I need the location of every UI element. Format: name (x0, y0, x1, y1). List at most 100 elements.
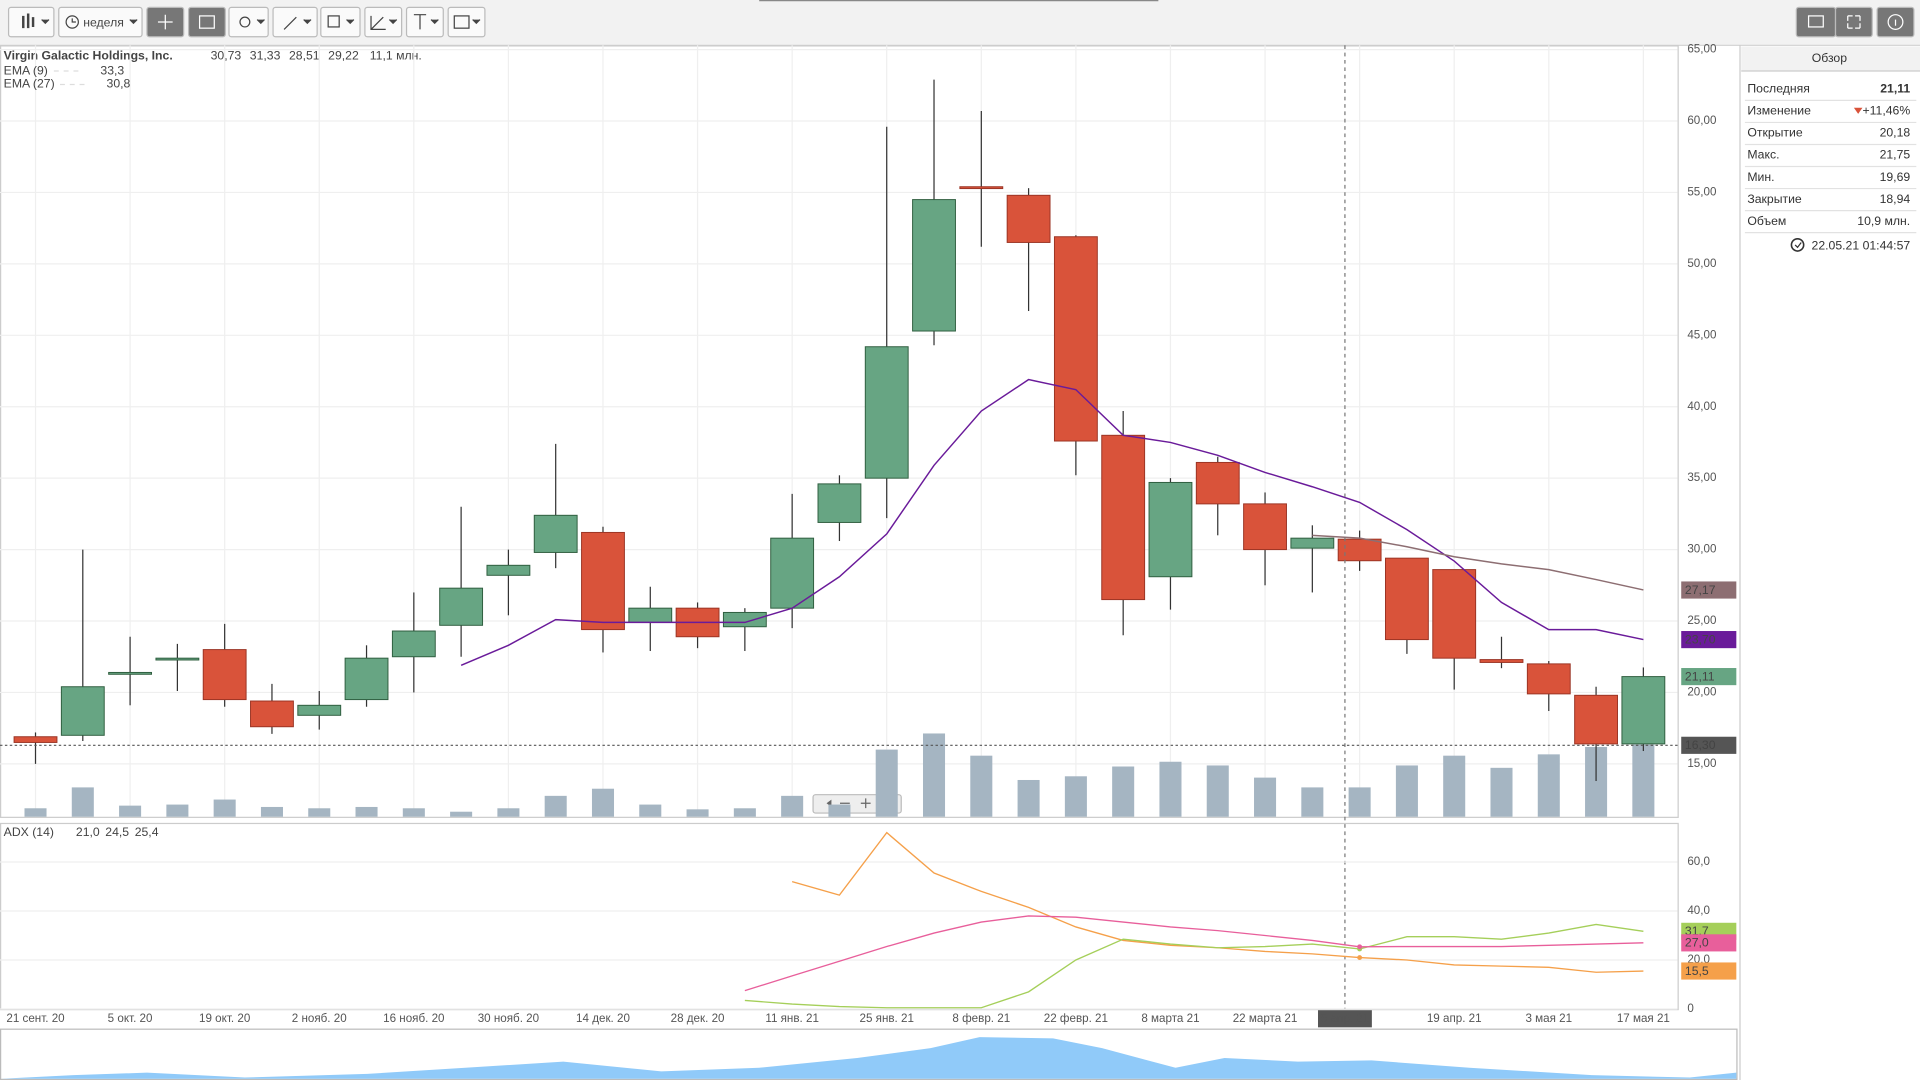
candle-body (770, 537, 815, 609)
period-button[interactable] (58, 6, 143, 38)
y-tick-label: 30,00 (1687, 543, 1717, 556)
main-panel (0, 45, 1679, 818)
y-tick-label: 45,00 (1687, 328, 1717, 341)
volume-bar (71, 787, 94, 817)
x-tick-label: 8 марта 21 (1141, 1012, 1199, 1025)
candle-body (297, 704, 342, 716)
overview-timestamp: 22.05.21 01:44:57 (1812, 238, 1911, 252)
legend-low: 28,51 (289, 49, 320, 63)
overview-label: Закрытие (1747, 192, 1802, 206)
volume-bar (1254, 777, 1277, 817)
candle-body (864, 346, 909, 479)
volume-bar (24, 808, 47, 817)
text-button[interactable] (405, 6, 444, 38)
fullscreen-button[interactable] (1834, 6, 1873, 38)
adx-legend-value: 24,5 (105, 825, 129, 839)
overview-value: 21,11 (1880, 82, 1910, 96)
candle-body (1337, 538, 1382, 562)
volume-bar (213, 799, 236, 817)
volume-bar (1112, 766, 1135, 817)
legend-high: 31,33 (250, 49, 281, 63)
y-tick-label: 0 (1687, 1002, 1694, 1015)
period-label[interactable]: неделя (83, 15, 124, 29)
draw-button[interactable] (272, 6, 318, 38)
volume-bar (544, 795, 567, 817)
candle-body (1574, 694, 1618, 745)
chart-type-button[interactable] (7, 6, 55, 38)
volume-bar (1064, 776, 1087, 817)
volume-bar (1395, 765, 1418, 817)
x-tick-label: 21 сент. 20 (6, 1012, 65, 1025)
overview-value: 20,18 (1880, 126, 1911, 140)
ema-legend-value: 33,3 (100, 63, 124, 77)
y-tick-label: 40,0 (1687, 904, 1710, 917)
overview-label: Последняя (1747, 82, 1810, 96)
adx-line (744, 915, 1644, 992)
legend-close: 29,22 (328, 49, 359, 63)
candle-body (155, 657, 200, 661)
screen-button[interactable] (1795, 6, 1837, 38)
shapes-button[interactable] (320, 6, 361, 38)
adx-legend-value: 21,0 (76, 825, 100, 839)
ema-legend-name: EMA (9) (4, 63, 48, 77)
overview-button[interactable] (187, 6, 226, 38)
x-tick-label: 14 дек. 20 (576, 1012, 630, 1025)
overview-title: Обзор (1812, 51, 1848, 65)
overview-label: Открытие (1747, 126, 1803, 140)
x-tick-label: 5 окт. 20 (108, 1012, 153, 1025)
price-tag-label: 21,11 (1685, 669, 1715, 683)
price-tag (1681, 631, 1737, 649)
candle-body (60, 686, 105, 736)
adx-line (744, 923, 1644, 1009)
candle-body (344, 657, 389, 701)
x-tick-label: 22 февр. 21 (1044, 1012, 1108, 1025)
ema-line (1312, 534, 1644, 591)
adx-legend-value: 25,4 (135, 825, 159, 839)
y-tick-label: 40,00 (1687, 400, 1717, 413)
volume-bar (308, 808, 331, 817)
price-tag (1681, 962, 1737, 980)
x-tick-label: 30 нояб. 20 (478, 1012, 540, 1025)
indicators-button[interactable] (228, 6, 269, 38)
volume-bar (970, 755, 993, 817)
price-tag-label: 23,70 (1685, 632, 1716, 646)
overview-value: 19,69 (1880, 170, 1911, 184)
x-tick-label: 19 окт. 20 (199, 1012, 251, 1025)
price-tag (1681, 581, 1737, 599)
crosshair-point (1357, 944, 1363, 950)
y-tick-label: 50,00 (1687, 257, 1717, 270)
candle-body (722, 611, 767, 628)
overview-label: Макс. (1747, 148, 1779, 162)
candle-body (1384, 557, 1429, 641)
candle-body (1195, 461, 1240, 505)
price-tag (1681, 736, 1737, 754)
price-tag-label: 27,17 (1685, 583, 1716, 597)
fib-button[interactable] (364, 6, 403, 38)
volume-bar (450, 811, 473, 817)
volume-bar (1585, 746, 1608, 817)
y-tick-label: 55,00 (1687, 186, 1717, 199)
indicator-title: ADX (14) (4, 825, 54, 839)
candle-body (202, 649, 247, 701)
y-tick-label: 60,0 (1687, 855, 1710, 868)
volume-bar (497, 808, 520, 817)
candle-body (13, 736, 58, 743)
candle-body (1479, 659, 1524, 663)
x-tick-label: 3 мая 21 (1525, 1012, 1572, 1025)
candle-body (533, 514, 578, 553)
volume-bar (355, 806, 378, 817)
legend-open: 30,73 (211, 49, 242, 63)
image-button[interactable] (447, 6, 486, 38)
overview-label: Объем (1747, 214, 1786, 228)
price-tag (1681, 668, 1737, 686)
volume-bar (1348, 787, 1371, 817)
volume-bar (922, 733, 946, 817)
candle-body (912, 199, 956, 332)
volume-bar (686, 809, 709, 817)
candle-body (1101, 434, 1146, 601)
price-tag-label: 27,0 (1685, 936, 1709, 950)
x-tick-label: 16 нояб. 20 (383, 1012, 445, 1025)
volume-bar (1159, 761, 1182, 817)
ema-legend-value: 30,8 (107, 77, 131, 91)
